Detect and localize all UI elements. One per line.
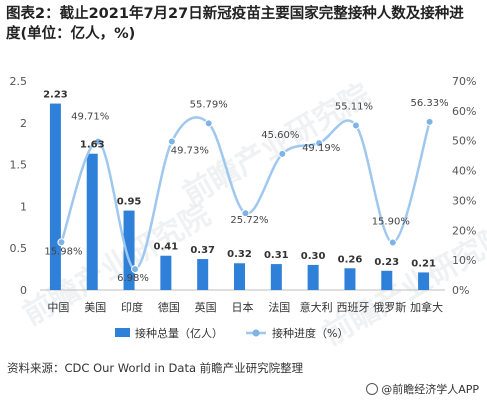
x-tick-label: 美国 xyxy=(84,301,106,314)
chart-title: 图表2：截止2021年7月27日新冠疫苗主要国家完整接种人数及接种进度(单位：亿… xyxy=(6,6,464,42)
x-tick-label: 英国 xyxy=(195,300,217,314)
legend-line-label: 接种进度（%） xyxy=(272,326,348,340)
bar-value-label: 0.31 xyxy=(264,250,289,261)
x-tick-label: 中国 xyxy=(47,301,69,314)
line-point xyxy=(351,121,360,130)
line-point xyxy=(131,265,140,274)
source-note: 资料来源：CDC Our World in Data 前瞻产业研究院整理 xyxy=(7,361,304,375)
bar xyxy=(344,268,356,290)
y-right-tick-label: 30% xyxy=(452,194,476,207)
bar-value-label: 0.30 xyxy=(301,251,326,262)
y-left-tick-label: 0 xyxy=(20,284,27,297)
y-right-tick-label: 10% xyxy=(452,254,476,267)
line-point xyxy=(425,117,434,126)
bar xyxy=(234,263,245,290)
x-tick-label: 德国 xyxy=(158,300,180,314)
bar-value-label: 0.21 xyxy=(411,258,436,269)
line-point xyxy=(204,119,213,128)
bar xyxy=(197,259,209,290)
y-right-tick-label: 50% xyxy=(452,135,476,148)
line-value-label: 49.19% xyxy=(302,143,340,154)
y-right-tick-label: 20% xyxy=(452,224,476,237)
y-right-tick-label: 60% xyxy=(452,105,476,118)
line-value-label: 15.98% xyxy=(44,246,82,257)
legend-bar-swatch xyxy=(115,328,130,337)
line-value-label: 55.11% xyxy=(335,101,373,112)
brand-logo-icon xyxy=(366,383,379,395)
line-value-label: 6.98% xyxy=(117,273,149,284)
legend-bar-label: 接种总量（亿人） xyxy=(135,326,223,340)
bar-value-label: 0.26 xyxy=(338,254,363,265)
line-point xyxy=(315,139,324,148)
line-series xyxy=(60,116,431,271)
y-right-tick-label: 0% xyxy=(452,284,469,297)
y-left-tick-label: 0.5 xyxy=(10,242,28,255)
bar xyxy=(49,103,61,291)
x-tick-label: 法国 xyxy=(268,300,290,314)
line-value-label: 55.79% xyxy=(190,99,228,110)
bar xyxy=(270,264,282,290)
x-tick-label: 俄罗斯 xyxy=(373,301,406,314)
bar-value-label: 0.32 xyxy=(227,249,252,260)
line-value-label: 45.60% xyxy=(261,130,299,141)
legend-line-marker xyxy=(252,329,260,337)
brand-text: @前瞻经济学人APP xyxy=(381,383,479,396)
line-point xyxy=(388,238,397,247)
x-tick-label: 加拿大 xyxy=(410,300,443,314)
line-value-label: 15.90% xyxy=(372,217,410,228)
bar xyxy=(381,270,393,290)
line-point xyxy=(241,209,250,218)
bar-value-label: 1.63 xyxy=(80,140,105,151)
y-right-tick-label: 70% xyxy=(452,75,476,88)
line-point xyxy=(94,137,103,146)
x-tick-label: 意大利 xyxy=(300,300,333,314)
line-value-label: 25.72% xyxy=(230,215,268,226)
y-left-tick-label: 1 xyxy=(20,200,27,213)
x-tick-label: 西班牙 xyxy=(336,301,369,314)
y-left-tick-label: 2 xyxy=(20,117,27,130)
line-point xyxy=(278,149,287,158)
bar xyxy=(307,264,319,290)
bar-value-label: 0.23 xyxy=(374,257,399,268)
line-value-label: 49.71% xyxy=(71,112,109,123)
bar xyxy=(418,272,430,290)
y-left-tick-label: 1.5 xyxy=(10,159,28,172)
bar-value-label: 0.95 xyxy=(117,197,142,208)
bar xyxy=(160,255,172,290)
x-tick-label: 日本 xyxy=(232,300,254,314)
line-value-label: 49.73% xyxy=(171,146,209,157)
bar-value-label: 2.23 xyxy=(43,90,68,101)
brand-credit: @前瞻经济学人APP xyxy=(366,381,479,397)
y-left-tick-label: 2.5 xyxy=(10,75,28,88)
line-point xyxy=(57,238,66,247)
bar-value-label: 0.37 xyxy=(190,245,215,256)
line-point xyxy=(167,137,176,146)
bar xyxy=(123,210,135,290)
line-value-label: 56.33% xyxy=(411,98,449,109)
bar-value-label: 0.41 xyxy=(154,242,179,253)
x-tick-label: 印度 xyxy=(121,300,143,314)
bar xyxy=(86,153,98,290)
y-right-tick-label: 40% xyxy=(452,165,476,178)
